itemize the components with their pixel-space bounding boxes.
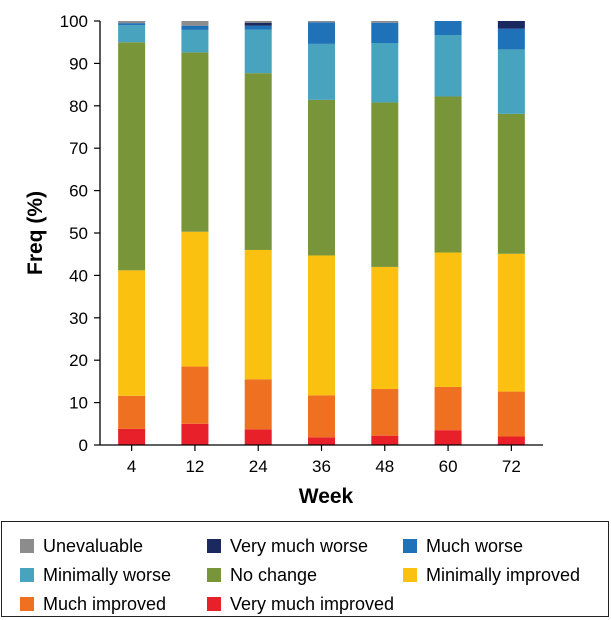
bar-segment-week-48-minimally-improved — [371, 266, 399, 390]
y-tick-label: 100 — [60, 12, 88, 31]
bar-segment-week-12-unevaluable — [181, 21, 209, 26]
bar-segment-week-24-unevaluable — [244, 21, 272, 23]
bar-segment-week-24-no-change — [244, 73, 272, 250]
legend-label-very-much-worse: Very much worse — [230, 536, 369, 556]
bar-segment-week-48-much-worse — [371, 22, 399, 44]
bar-segment-week-4-unevaluable — [118, 21, 146, 24]
bar-segment-week-36-minimally-improved — [308, 255, 335, 396]
bar-segment-week-36-no-change — [308, 99, 335, 256]
bar-segment-week-36-minimally-worse — [308, 43, 335, 100]
bar-segment-week-24-minimally-worse — [244, 29, 272, 74]
stacked-bar-chart: 0 10 20 30 40 50 60 70 80 90 100 4 12 24 36 48 60 72 Freq… — [24, 12, 543, 508]
bar-segment-week-4-minimally-improved — [118, 270, 146, 396]
legend-label-much-worse: Much worse — [426, 536, 524, 556]
bar-segment-week-48-unevaluable — [371, 21, 399, 23]
y-tick-label: 90 — [69, 54, 88, 73]
bar-segment-week-60-minimally-worse — [434, 34, 462, 97]
legend: Unevaluable Very much worse Much worse M… — [1, 521, 609, 617]
bar-segment-week-72-minimally-improved — [497, 253, 525, 392]
bar-segment-week-48-minimally-worse — [371, 43, 399, 103]
bar-segment-week-72-no-change — [497, 113, 525, 254]
legend-label-much-improved: Much improved — [43, 594, 167, 614]
x-tick-label: 48 — [375, 457, 394, 476]
legend-item-no-change: No change — [207, 564, 317, 586]
bar-segment-week-72-very-much-improved — [497, 436, 525, 445]
legend-swatch-minimally-improved — [403, 568, 417, 582]
bar-segment-week-48-very-much-improved — [371, 435, 399, 445]
legend-item-unevaluable: Unevaluable — [20, 535, 143, 557]
bar-segment-week-24-minimally-improved — [244, 249, 272, 380]
bar-segment-week-12-minimally-improved — [181, 231, 209, 367]
bar-segment-week-60-much-worse — [434, 21, 462, 35]
legend-label-very-much-improved: Very much improved — [230, 594, 395, 614]
legend-swatch-much-worse — [403, 539, 417, 553]
bar-segment-week-72-minimally-worse — [497, 49, 525, 114]
bar-segment-week-72-much-worse — [497, 28, 525, 50]
bar-segment-week-4-minimally-worse — [118, 25, 146, 43]
legend-label-minimally-improved: Minimally improved — [426, 565, 581, 585]
x-tick-label: 36 — [312, 457, 331, 476]
bar-segment-week-12-very-much-improved — [181, 423, 209, 445]
x-tick-label: 12 — [185, 457, 204, 476]
legend-swatch-minimally-worse — [20, 568, 34, 582]
legend-label-minimally-worse: Minimally worse — [43, 565, 172, 585]
bar-segment-week-12-much-worse — [181, 25, 209, 30]
legend-label-no-change: No change — [230, 565, 318, 585]
legend-swatch-very-much-worse — [207, 539, 221, 553]
legend-item-minimally-worse: Minimally worse — [20, 564, 171, 586]
bar-segment-week-48-no-change — [371, 102, 399, 267]
y-tick-label: 50 — [69, 224, 88, 243]
bar-segment-week-60-very-much-improved — [434, 430, 462, 445]
bar-segment-week-12-much-improved — [181, 366, 209, 424]
bar-segment-week-36-much-worse — [308, 22, 335, 44]
bar-segment-week-72-very-much-worse — [497, 21, 525, 29]
y-tick-label: 60 — [69, 182, 88, 201]
legend-item-very-much-worse: Very much worse — [207, 535, 368, 557]
bar-segment-week-4-very-much-improved — [118, 428, 146, 445]
bar-segment-week-36-unevaluable — [308, 21, 335, 23]
y-tick-label: 30 — [69, 309, 88, 328]
y-tick-label: 80 — [69, 97, 88, 116]
legend-label-unevaluable: Unevaluable — [43, 536, 144, 556]
bar-segment-week-48-much-improved — [371, 389, 399, 436]
bar-segment-week-36-much-improved — [308, 395, 335, 438]
bar-segment-week-36-very-much-improved — [308, 437, 335, 445]
legend-swatch-no-change — [207, 568, 221, 582]
legend-item-very-much-improved: Very much improved — [207, 593, 394, 615]
legend-swatch-very-much-improved — [207, 597, 221, 611]
x-tick-label: 72 — [502, 457, 521, 476]
y-axis-title: Freq (%) — [24, 191, 47, 275]
bars-layer — [118, 21, 525, 445]
legend-item-much-improved: Much improved — [20, 593, 166, 615]
axes-layer: 0 10 20 30 40 50 60 70 80 90 100 4 12 24 36 48 60 72 — [60, 12, 543, 476]
bar-segment-week-24-very-much-worse — [244, 22, 272, 26]
bar-segment-week-60-no-change — [434, 96, 462, 253]
bar-segment-week-60-much-improved — [434, 386, 462, 431]
bar-segment-week-4-much-worse — [118, 23, 146, 26]
y-tick-label: 70 — [69, 139, 88, 158]
y-tick-label: 20 — [69, 351, 88, 370]
bar-segment-week-4-much-improved — [118, 395, 146, 429]
x-axis-title: Week — [299, 485, 354, 508]
bar-segment-week-12-minimally-worse — [181, 29, 209, 53]
legend-swatch-unevaluable — [20, 539, 34, 553]
y-tick-label: 40 — [69, 266, 88, 285]
y-tick-label: 10 — [69, 394, 88, 413]
bar-segment-week-72-much-improved — [497, 391, 525, 437]
y-tick-label: 0 — [79, 436, 88, 455]
bar-segment-week-60-minimally-improved — [434, 252, 462, 387]
legend-item-much-worse: Much worse — [403, 535, 523, 557]
bar-segment-week-4-no-change — [118, 42, 146, 271]
x-tick-label: 24 — [249, 457, 268, 476]
bar-segment-week-24-much-improved — [244, 379, 272, 430]
bar-segment-week-12-no-change — [181, 52, 209, 232]
legend-swatch-much-improved — [20, 597, 34, 611]
legend-item-minimally-improved: Minimally improved — [403, 564, 580, 586]
x-tick-label: 60 — [439, 457, 458, 476]
x-tick-label: 4 — [127, 457, 136, 476]
bar-segment-week-24-very-much-improved — [244, 429, 272, 445]
bar-segment-week-24-much-worse — [244, 25, 272, 30]
